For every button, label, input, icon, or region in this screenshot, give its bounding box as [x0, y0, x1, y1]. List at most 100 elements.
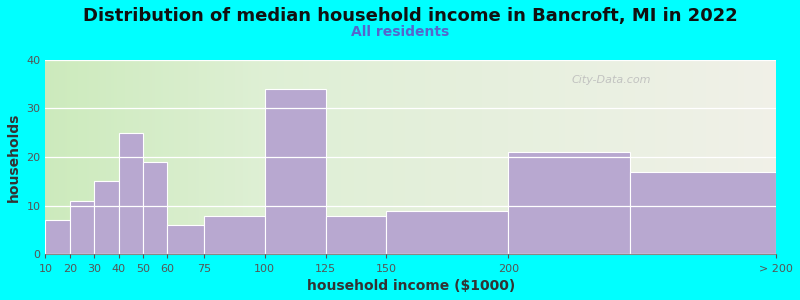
Bar	[65, 60, 67, 254]
Bar	[476, 60, 482, 254]
Bar	[238, 60, 240, 254]
Bar	[218, 60, 221, 254]
Bar	[147, 60, 150, 254]
Y-axis label: households: households	[7, 112, 21, 202]
Bar	[84, 60, 86, 254]
Bar	[118, 133, 143, 254]
Bar	[578, 60, 584, 254]
Bar	[48, 60, 51, 254]
Bar	[95, 60, 98, 254]
Bar	[143, 162, 167, 254]
Bar	[757, 60, 763, 254]
Bar	[98, 60, 100, 254]
Bar	[73, 60, 76, 254]
Bar	[750, 60, 757, 254]
Bar	[86, 60, 90, 254]
Bar	[630, 172, 776, 254]
Bar	[229, 60, 232, 254]
Bar	[128, 60, 130, 254]
Bar	[393, 60, 399, 254]
Bar	[188, 60, 190, 254]
Bar	[213, 60, 215, 254]
Bar	[738, 60, 744, 254]
Bar	[406, 60, 412, 254]
Bar	[90, 60, 92, 254]
Bar	[130, 60, 133, 254]
Bar	[706, 60, 712, 254]
Bar	[565, 60, 571, 254]
Bar	[297, 60, 303, 254]
Bar	[251, 60, 254, 254]
Bar	[70, 60, 73, 254]
Bar	[546, 60, 552, 254]
Bar	[190, 60, 194, 254]
Bar	[265, 60, 271, 254]
Bar	[367, 60, 374, 254]
Bar	[431, 60, 438, 254]
Bar	[46, 220, 70, 254]
Bar	[257, 60, 259, 254]
Bar	[186, 60, 188, 254]
Bar	[610, 60, 616, 254]
Bar	[196, 60, 199, 254]
Bar	[194, 60, 196, 254]
Bar	[303, 60, 310, 254]
Bar	[693, 60, 699, 254]
Bar	[699, 60, 706, 254]
Bar	[202, 60, 204, 254]
Title: Distribution of median household income in Bancroft, MI in 2022: Distribution of median household income …	[83, 7, 738, 25]
Bar	[508, 60, 514, 254]
Bar	[242, 60, 246, 254]
Bar	[67, 60, 70, 254]
Bar	[342, 60, 348, 254]
Bar	[117, 60, 119, 254]
Bar	[444, 60, 450, 254]
Bar	[310, 60, 316, 254]
Bar	[152, 60, 155, 254]
Bar	[470, 60, 476, 254]
Bar	[254, 60, 257, 254]
Bar	[174, 60, 177, 254]
Bar	[558, 60, 565, 254]
Bar	[100, 60, 103, 254]
Bar	[316, 60, 322, 254]
Bar	[399, 60, 406, 254]
Bar	[142, 60, 144, 254]
Bar	[221, 60, 223, 254]
Bar	[94, 182, 118, 254]
Bar	[138, 60, 142, 254]
Bar	[169, 60, 171, 254]
Bar	[171, 60, 174, 254]
Bar	[412, 60, 418, 254]
Bar	[635, 60, 642, 254]
Bar	[76, 60, 78, 254]
Bar	[597, 60, 603, 254]
Bar	[111, 60, 114, 254]
X-axis label: household income ($1000): household income ($1000)	[306, 279, 515, 293]
Bar	[661, 60, 667, 254]
Bar	[622, 60, 629, 254]
Bar	[539, 60, 546, 254]
Bar	[150, 60, 152, 254]
Bar	[78, 60, 81, 254]
Bar	[642, 60, 648, 254]
Bar	[526, 60, 533, 254]
Bar	[180, 60, 182, 254]
Bar	[418, 60, 425, 254]
Bar	[326, 215, 386, 254]
Bar	[81, 60, 84, 254]
Bar	[122, 60, 125, 254]
Bar	[648, 60, 654, 254]
Bar	[686, 60, 693, 254]
Bar	[584, 60, 590, 254]
Bar	[207, 60, 210, 254]
Bar	[463, 60, 470, 254]
Bar	[763, 60, 770, 254]
Bar	[712, 60, 718, 254]
Bar	[457, 60, 463, 254]
Bar	[109, 60, 111, 254]
Bar	[533, 60, 539, 254]
Bar	[46, 60, 48, 254]
Bar	[62, 60, 65, 254]
Bar	[744, 60, 750, 254]
